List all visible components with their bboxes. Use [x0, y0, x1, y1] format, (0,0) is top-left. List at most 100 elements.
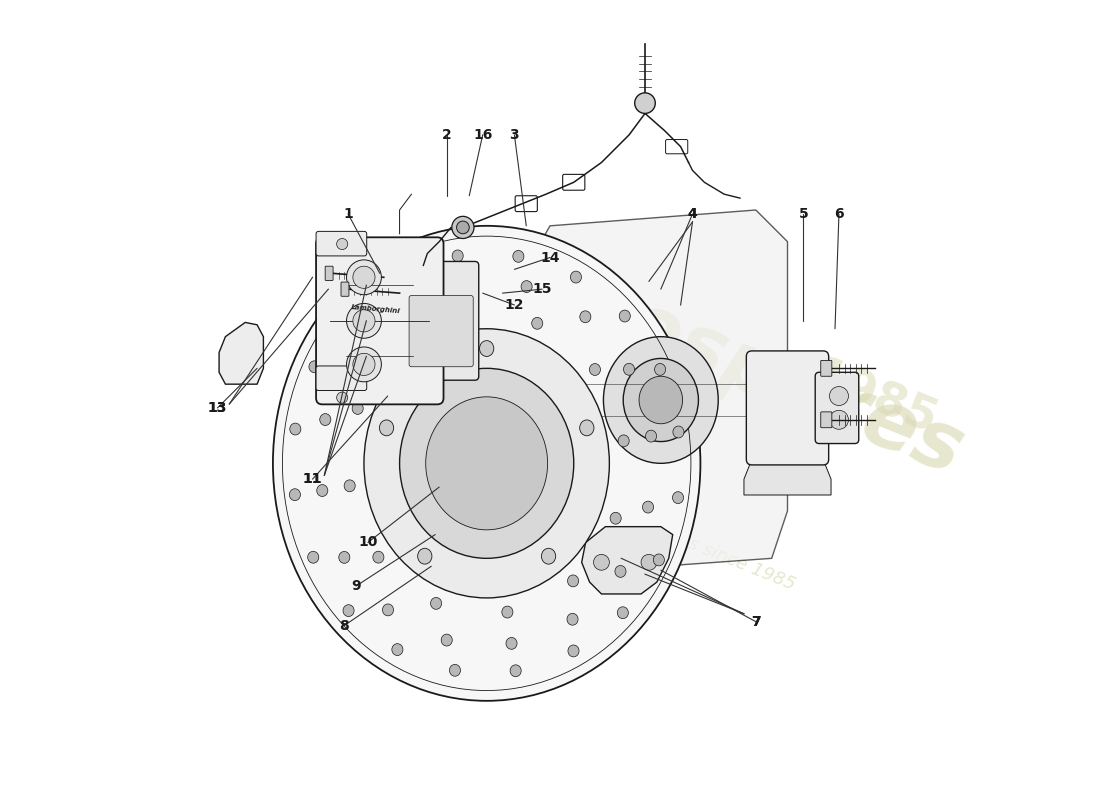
Ellipse shape: [624, 363, 635, 375]
Text: 7: 7: [751, 614, 760, 629]
Polygon shape: [744, 459, 830, 495]
Polygon shape: [219, 322, 263, 384]
Circle shape: [641, 554, 657, 570]
Ellipse shape: [506, 638, 517, 650]
Text: 15: 15: [532, 282, 552, 296]
Text: Lamborghini: Lamborghini: [351, 304, 400, 314]
Text: 13: 13: [208, 401, 228, 415]
Circle shape: [456, 221, 470, 234]
Ellipse shape: [426, 397, 548, 530]
Circle shape: [337, 238, 348, 250]
Ellipse shape: [394, 270, 406, 282]
Text: 5: 5: [799, 207, 808, 221]
Ellipse shape: [343, 605, 354, 617]
Ellipse shape: [531, 318, 542, 330]
Ellipse shape: [618, 435, 629, 446]
Text: eurospares: eurospares: [474, 229, 975, 492]
Ellipse shape: [568, 575, 579, 587]
Ellipse shape: [379, 420, 394, 436]
FancyBboxPatch shape: [815, 372, 859, 443]
Ellipse shape: [418, 548, 432, 564]
Ellipse shape: [273, 226, 701, 701]
Ellipse shape: [352, 402, 363, 414]
Text: 4: 4: [688, 207, 697, 221]
Ellipse shape: [308, 551, 319, 563]
Ellipse shape: [541, 548, 556, 564]
Circle shape: [829, 410, 848, 430]
Text: 12: 12: [505, 298, 524, 312]
FancyBboxPatch shape: [316, 366, 366, 390]
Ellipse shape: [654, 363, 666, 375]
Ellipse shape: [309, 361, 320, 373]
Ellipse shape: [513, 250, 524, 262]
Text: 10: 10: [359, 535, 377, 550]
Text: 3: 3: [509, 128, 519, 142]
Circle shape: [829, 386, 848, 406]
Ellipse shape: [339, 551, 350, 563]
Text: 11: 11: [302, 472, 322, 486]
Ellipse shape: [624, 358, 698, 442]
Ellipse shape: [566, 614, 579, 625]
FancyBboxPatch shape: [821, 412, 832, 428]
Ellipse shape: [568, 645, 579, 657]
FancyBboxPatch shape: [316, 238, 443, 404]
Ellipse shape: [392, 644, 403, 655]
Ellipse shape: [646, 430, 657, 442]
Ellipse shape: [672, 492, 683, 503]
Ellipse shape: [289, 423, 301, 435]
Text: 4: 4: [688, 207, 697, 221]
Circle shape: [346, 347, 382, 382]
Circle shape: [353, 310, 375, 332]
Ellipse shape: [610, 512, 621, 524]
Ellipse shape: [653, 554, 664, 566]
Ellipse shape: [430, 598, 441, 610]
Text: 6: 6: [834, 207, 844, 221]
Circle shape: [594, 554, 609, 570]
Ellipse shape: [395, 302, 406, 314]
Ellipse shape: [642, 501, 653, 513]
Circle shape: [452, 216, 474, 238]
Circle shape: [346, 303, 382, 338]
Ellipse shape: [571, 271, 582, 283]
Ellipse shape: [383, 604, 394, 616]
Text: 8: 8: [339, 618, 349, 633]
Text: 14: 14: [540, 250, 560, 265]
Text: a passion for parts since 1985: a passion for parts since 1985: [539, 475, 799, 594]
Ellipse shape: [373, 551, 384, 563]
Polygon shape: [518, 210, 788, 574]
FancyBboxPatch shape: [746, 351, 828, 465]
Ellipse shape: [452, 250, 463, 262]
Ellipse shape: [320, 414, 331, 426]
Ellipse shape: [639, 376, 683, 424]
Ellipse shape: [345, 308, 356, 320]
Ellipse shape: [510, 665, 521, 677]
Ellipse shape: [344, 480, 355, 492]
FancyBboxPatch shape: [326, 266, 333, 281]
Ellipse shape: [590, 363, 601, 375]
Circle shape: [353, 266, 375, 288]
Ellipse shape: [617, 606, 628, 618]
FancyBboxPatch shape: [341, 282, 349, 296]
Ellipse shape: [521, 281, 532, 293]
Text: 2: 2: [442, 128, 452, 142]
Ellipse shape: [580, 420, 594, 436]
Ellipse shape: [461, 309, 472, 321]
FancyBboxPatch shape: [409, 295, 473, 366]
Ellipse shape: [604, 337, 718, 463]
Polygon shape: [582, 526, 673, 594]
Ellipse shape: [502, 606, 513, 618]
Circle shape: [353, 354, 375, 375]
Ellipse shape: [399, 368, 574, 558]
Ellipse shape: [364, 329, 609, 598]
Ellipse shape: [615, 566, 626, 578]
Circle shape: [346, 260, 382, 294]
FancyBboxPatch shape: [316, 231, 366, 256]
Text: 9: 9: [351, 579, 361, 593]
Text: 7: 7: [751, 614, 760, 629]
Ellipse shape: [673, 426, 684, 438]
Ellipse shape: [619, 310, 630, 322]
Text: 16: 16: [473, 128, 493, 142]
Ellipse shape: [348, 350, 359, 362]
FancyBboxPatch shape: [821, 361, 832, 376]
FancyBboxPatch shape: [404, 262, 478, 380]
